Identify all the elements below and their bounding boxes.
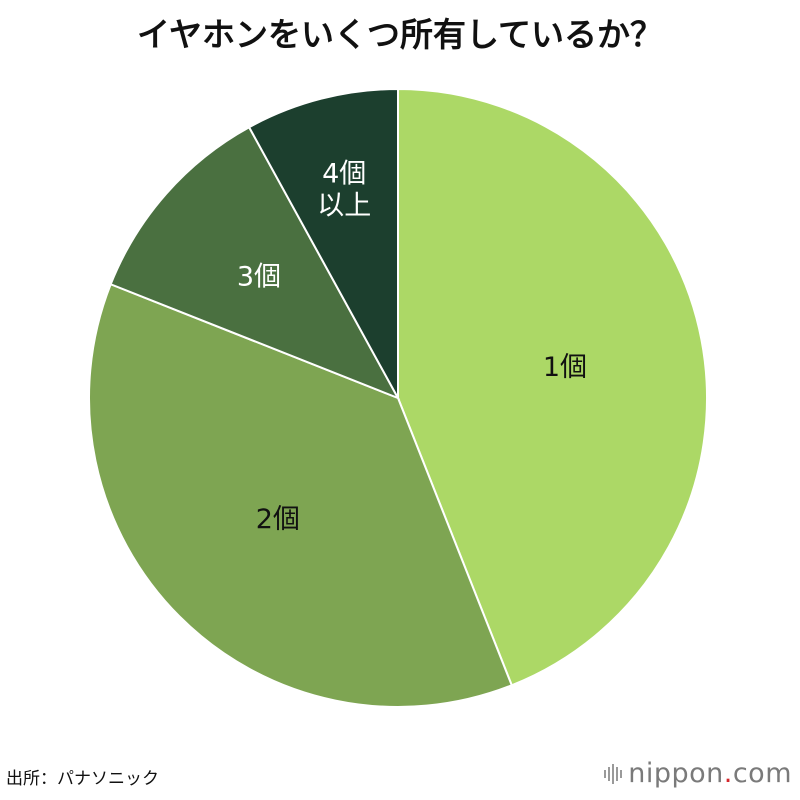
pie-slice-1	[397, 87, 708, 687]
sound-bars-icon	[604, 762, 623, 786]
source-note: 出所：パナソニック	[6, 769, 159, 789]
logo-dot: .	[723, 758, 733, 789]
slice-label-1: 1個	[543, 352, 587, 383]
logo-brand: nippon	[628, 758, 724, 789]
pie-slice-2	[88, 282, 514, 708]
logo-text: nippon.com	[628, 758, 792, 789]
logo-tld: com	[732, 758, 792, 789]
chart-title: イヤホンをいくつ所有しているか？	[136, 15, 664, 54]
slice-label-3: 3個	[237, 261, 281, 292]
slice-label-2: 2個	[256, 504, 300, 535]
pie-slice-3	[109, 125, 401, 400]
nippon-com-logo: nippon.com	[604, 758, 792, 789]
slice-label-4: 4個以上	[317, 158, 371, 221]
pie-slice-4	[247, 87, 399, 399]
